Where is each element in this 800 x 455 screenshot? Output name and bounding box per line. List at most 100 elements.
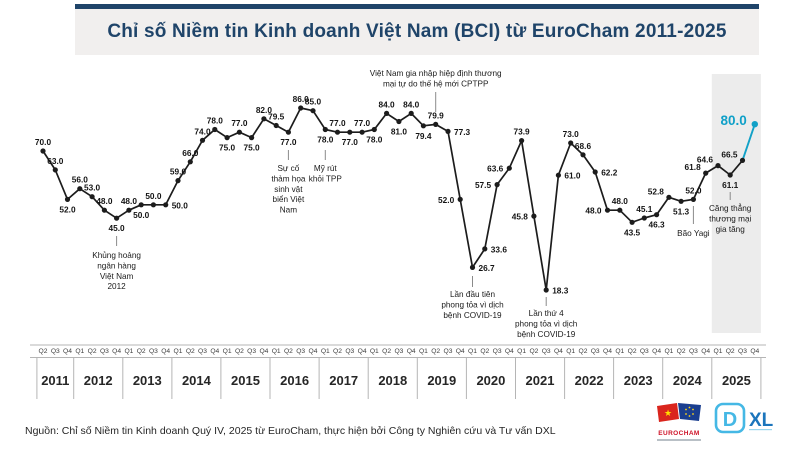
year-label: 2020 bbox=[476, 373, 505, 388]
quarter-tick-label: Q4 bbox=[309, 348, 318, 355]
year-label: 2023 bbox=[624, 373, 653, 388]
dxl-logo-icon: D XL bbox=[714, 402, 774, 434]
quarter-tick-label: Q4 bbox=[554, 348, 563, 355]
data-point bbox=[285, 129, 291, 135]
eurocham-logo: ★ EUROCHAM bbox=[654, 402, 704, 441]
quarter-tick-label: Q2 bbox=[529, 348, 538, 355]
data-point bbox=[739, 157, 746, 163]
value-label: 73.0 bbox=[563, 129, 580, 139]
quarter-tick-label: Q3 bbox=[345, 348, 354, 355]
value-label: 63.0 bbox=[47, 156, 64, 166]
value-label: 45.0 bbox=[109, 223, 126, 233]
annotation-text: bệnh COVID-19 bbox=[517, 330, 576, 339]
value-label: 48.0 bbox=[121, 196, 138, 206]
dxl-underline bbox=[749, 429, 772, 431]
source-note: Nguồn: Chỉ số Niềm tin Kinh doanh Quý IV… bbox=[25, 424, 556, 437]
quarter-tick-label: Q2 bbox=[333, 348, 342, 355]
eu-flag-stars-icon bbox=[685, 406, 694, 417]
data-point bbox=[543, 287, 549, 293]
quarter-tick-label: Q1 bbox=[124, 348, 133, 355]
quarter-tick-label: Q4 bbox=[701, 348, 710, 355]
quarter-tick-label: Q1 bbox=[714, 348, 723, 355]
quarter-tick-label: Q2 bbox=[88, 348, 97, 355]
annotation-text: bệnh COVID-19 bbox=[443, 311, 502, 320]
data-point bbox=[396, 118, 402, 125]
quarter-tick-label: Q2 bbox=[579, 348, 588, 355]
highlight-band-2025 bbox=[711, 74, 761, 333]
data-point bbox=[273, 122, 279, 129]
value-label: 50.0 bbox=[133, 210, 150, 220]
data-point bbox=[298, 105, 304, 111]
value-label: 45.8 bbox=[512, 212, 529, 222]
data-point bbox=[199, 137, 206, 143]
data-point bbox=[187, 159, 193, 165]
annotation-text: phong tỏa vì dịch bbox=[441, 300, 504, 309]
data-point bbox=[261, 116, 267, 122]
year-label: 2012 bbox=[84, 373, 113, 388]
annotation-text: Bão Yagi bbox=[677, 229, 710, 238]
value-label: 85.0 bbox=[305, 97, 322, 107]
data-point bbox=[482, 246, 488, 252]
value-label: 52.0 bbox=[59, 204, 76, 214]
data-point bbox=[249, 135, 255, 141]
value-label: 66.0 bbox=[182, 148, 199, 158]
quarter-tick-label: Q4 bbox=[210, 348, 219, 355]
eurocham-wordmark: EUROCHAM bbox=[658, 430, 700, 437]
data-point bbox=[666, 194, 672, 200]
dxl-d-letter: D bbox=[723, 409, 737, 431]
data-point bbox=[420, 123, 426, 129]
bci-line-highlight bbox=[741, 123, 756, 161]
data-point bbox=[64, 196, 71, 202]
annotation-text: 2012 bbox=[107, 282, 126, 291]
footer-logos: ★ EUROCHAM D XL bbox=[654, 402, 776, 443]
value-label: 78.0 bbox=[207, 116, 224, 126]
value-label: 84.0 bbox=[379, 99, 396, 109]
data-point bbox=[568, 140, 574, 146]
data-point bbox=[580, 152, 586, 158]
value-label: 46.3 bbox=[649, 220, 666, 230]
data-point bbox=[89, 194, 95, 200]
annotation-text: Nam bbox=[280, 206, 297, 215]
value-label: 62.2 bbox=[601, 168, 618, 178]
data-point bbox=[408, 110, 414, 116]
data-point bbox=[347, 129, 353, 135]
value-label: 74.0 bbox=[194, 126, 211, 136]
year-label: 2025 bbox=[722, 373, 751, 388]
data-point bbox=[212, 126, 218, 133]
quarter-tick-label: Q1 bbox=[370, 348, 379, 355]
annotation-text: sinh vật bbox=[274, 185, 303, 194]
value-label: 57.5 bbox=[475, 180, 492, 190]
quarter-tick-label: Q1 bbox=[75, 348, 84, 355]
data-point bbox=[101, 207, 107, 213]
eurocham-flags-icon: ★ bbox=[657, 403, 701, 422]
value-label: 52.0 bbox=[438, 195, 455, 205]
annotation-text: Mỹ rút bbox=[314, 164, 337, 173]
data-point bbox=[494, 182, 500, 188]
annotation-text: Việt Nam bbox=[100, 272, 134, 281]
vietnam-star-icon: ★ bbox=[664, 408, 672, 418]
data-point bbox=[445, 128, 451, 134]
data-point bbox=[322, 126, 328, 133]
quarter-tick-label: Q3 bbox=[394, 348, 403, 355]
data-point bbox=[138, 202, 144, 208]
quarter-tick-label: Q1 bbox=[223, 348, 232, 355]
page-title: Chỉ số Niềm tin Kinh doanh Việt Nam (BCI… bbox=[107, 21, 727, 42]
year-label: 2013 bbox=[133, 373, 162, 388]
value-label: 45.1 bbox=[636, 204, 653, 214]
dxl-logo: D XL bbox=[714, 402, 776, 443]
data-point bbox=[224, 135, 230, 141]
data-point bbox=[457, 196, 463, 202]
value-label: 84.0 bbox=[403, 99, 420, 109]
quarter-tick-label: Q3 bbox=[247, 348, 256, 355]
data-point bbox=[703, 170, 709, 176]
dxl-xl-letters: XL bbox=[749, 410, 774, 431]
data-point bbox=[629, 219, 635, 225]
quarter-tick-label: Q1 bbox=[468, 348, 477, 355]
year-label: 2016 bbox=[280, 373, 309, 388]
data-point bbox=[654, 212, 660, 218]
quarter-tick-label: Q3 bbox=[444, 348, 453, 355]
data-point bbox=[126, 207, 132, 213]
quarter-tick-label: Q3 bbox=[591, 348, 600, 355]
value-label: 63.6 bbox=[487, 164, 504, 174]
